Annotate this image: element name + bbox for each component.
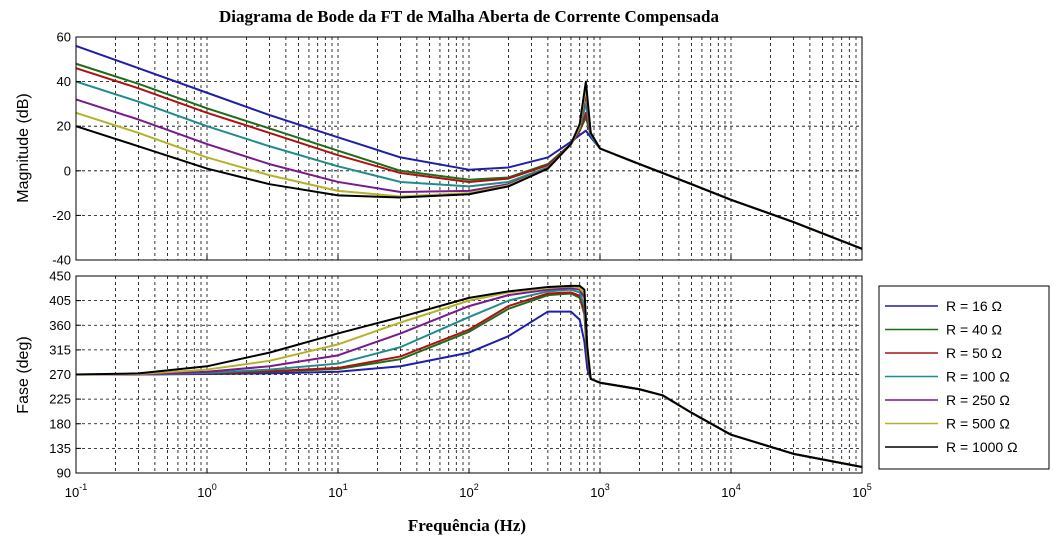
magnitude-y-tick-label: 0 [64, 163, 71, 178]
x-tick-base: 10 [721, 485, 735, 500]
phase-y-ticks: 90 135 180 225 270 315 360 405 450 [49, 269, 81, 481]
phase-y-tick-label: 180 [49, 416, 71, 431]
chart-title: Diagrama de Bode da FT de Malha Aberta d… [219, 7, 719, 26]
x-tick-base: 10 [197, 485, 211, 500]
x-tick-base: 10 [852, 485, 866, 500]
legend-label-3: R = 100 Ω [946, 369, 1010, 385]
x-tick-label: 103 [590, 482, 609, 500]
x-tick-label: 104 [721, 482, 740, 500]
x-tick-exponent: 4 [736, 482, 741, 492]
phase-series-group [75, 284, 863, 468]
phase-y-tick-label: 90 [57, 466, 71, 481]
x-tick-label: 101 [328, 482, 347, 500]
magnitude-plot: -40 -20 0 20 40 60 [52, 30, 863, 268]
magnitude-grid [76, 37, 862, 260]
x-tick-base: 10 [459, 485, 473, 500]
x-tick-label: 100 [197, 482, 216, 500]
phase-y-tick-label: 270 [49, 367, 71, 382]
x-tick-exponent: 2 [474, 482, 479, 492]
legend-label-1: R = 40 Ω [946, 322, 1002, 338]
phase-y-tick-label: 450 [49, 269, 71, 284]
legend-label-5: R = 500 Ω [946, 416, 1010, 432]
magnitude-y-tick-label: -20 [52, 208, 71, 223]
legend-label-0: R = 16 Ω [946, 298, 1002, 314]
magnitude-y-tick-label: -40 [52, 253, 71, 268]
magnitude-plot-area [76, 37, 862, 260]
magnitude-y-tick-label: 60 [57, 30, 71, 45]
phase-y-tick-label: 135 [49, 441, 71, 456]
phase-y-tick-label: 405 [49, 293, 71, 308]
legend-box [878, 285, 1050, 470]
x-tick-exponent: 0 [212, 482, 217, 492]
magnitude-series-6 [75, 80, 863, 250]
phase-y-tick-label: 225 [49, 392, 71, 407]
x-tick-exponent: 1 [343, 482, 348, 492]
x-tick-label: 10-1 [65, 482, 87, 500]
x-tick-exponent: -1 [79, 482, 87, 492]
phase-y-axis-label: Fase (deg) [15, 336, 32, 413]
phase-y-tick-label: 360 [49, 318, 71, 333]
legend-label-4: R = 250 Ω [946, 392, 1010, 408]
magnitude-y-tick-label: 20 [57, 119, 71, 134]
phase-x-ticks: 10-1 100 101 102 103 104 105 [65, 468, 872, 500]
phase-series-6 [75, 284, 863, 468]
x-tick-base: 10 [65, 485, 79, 500]
magnitude-y-ticks: -40 -20 0 20 40 60 [52, 30, 81, 268]
magnitude-y-axis-label: Magnitude (dB) [15, 93, 32, 202]
legend: R = 16 Ω R = 40 Ω R = 50 Ω R = 100 Ω R = 250… [878, 285, 1050, 470]
magnitude-series-group [75, 44, 863, 250]
x-tick-exponent: 5 [867, 482, 872, 492]
magnitude-y-tick-label: 40 [57, 74, 71, 89]
legend-label-6: R = 1000 Ω [946, 439, 1018, 455]
x-tick-base: 10 [328, 485, 342, 500]
magnitude-x-ticks [75, 255, 863, 260]
legend-label-2: R = 50 Ω [946, 345, 1002, 361]
x-tick-base: 10 [590, 485, 604, 500]
x-tick-exponent: 3 [605, 482, 610, 492]
x-tick-label: 102 [459, 482, 478, 500]
x-axis-label: Frequência (Hz) [408, 516, 526, 535]
x-tick-label: 105 [852, 482, 871, 500]
phase-y-tick-label: 315 [49, 342, 71, 357]
